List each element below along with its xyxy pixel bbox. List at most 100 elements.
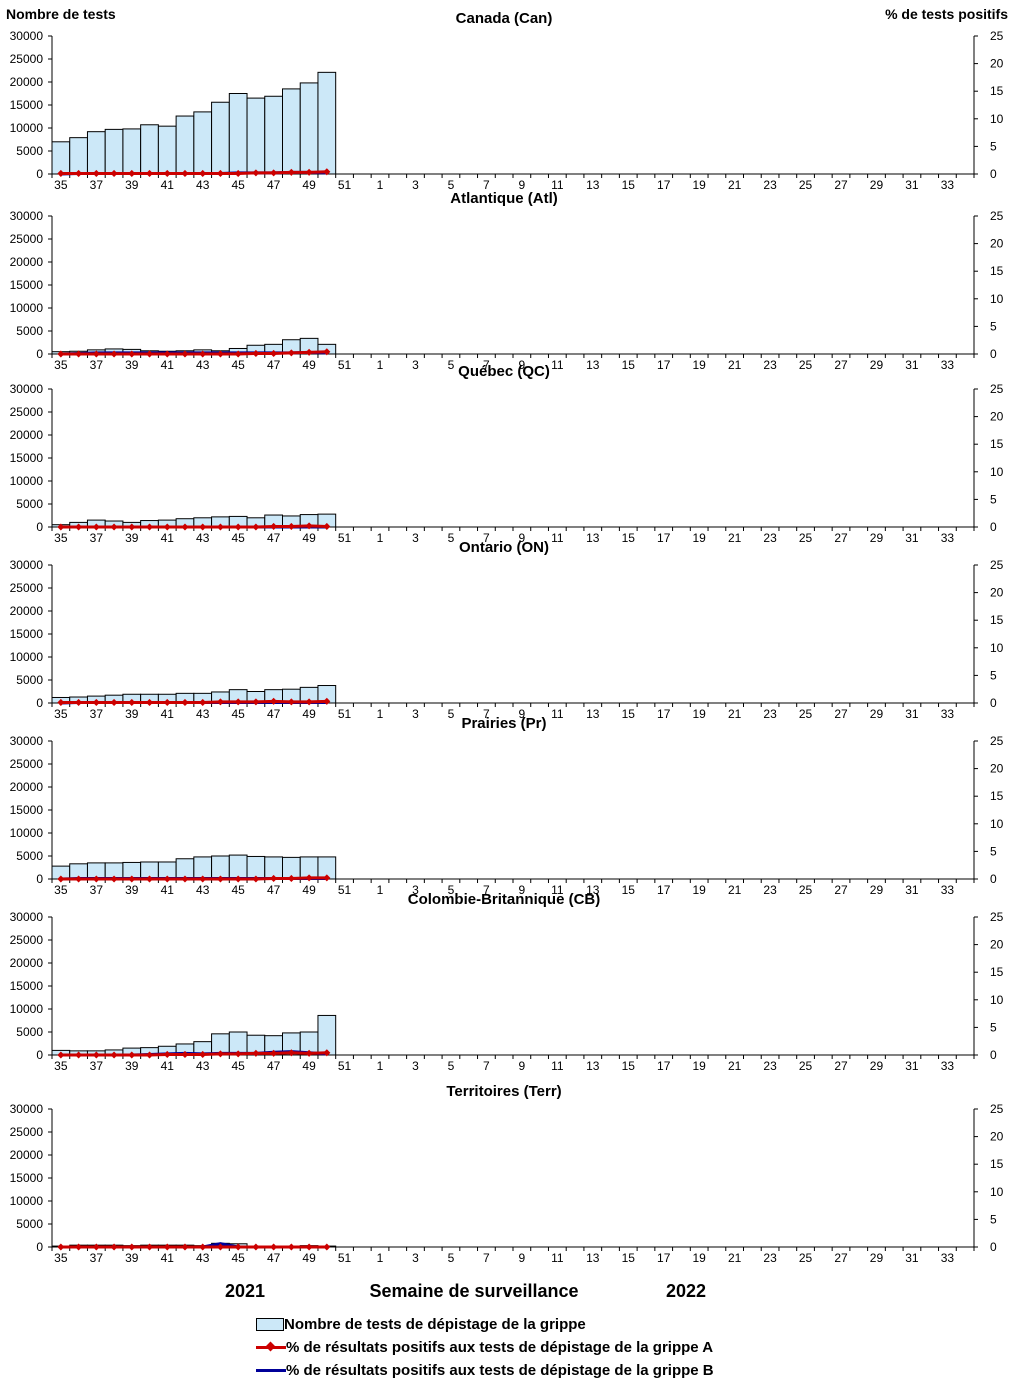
flu-a-point (270, 522, 278, 530)
legend-item-tests: Nombre de tests de dépistage de la gripp… (256, 1313, 714, 1336)
flu-a-point (323, 348, 331, 356)
right-tick-label: 5 (990, 492, 997, 506)
x-tick-label: 29 (870, 883, 884, 897)
x-tick-label: 5 (448, 1251, 455, 1265)
x-tick-label: 27 (834, 883, 848, 897)
bar-tests (104, 128, 124, 175)
x-tick-label: 43 (196, 358, 210, 372)
left-tick-label: 5000 (16, 673, 43, 687)
x-tick-label: 23 (763, 178, 777, 192)
x-tick-label: 45 (231, 1251, 245, 1265)
x-tick-label: 15 (622, 178, 636, 192)
flu-a-point (163, 523, 171, 531)
flu-a-point (323, 168, 331, 176)
flu-a-point (128, 523, 136, 531)
x-tick-label: 43 (196, 1251, 210, 1265)
x-tick-label: 39 (125, 531, 139, 545)
flu-a-point (270, 697, 278, 705)
x-tick-label: 13 (586, 707, 600, 721)
flu-a-point (145, 698, 154, 706)
x-tick-label: 19 (692, 707, 706, 721)
x-tick-label: 7 (483, 531, 490, 545)
bar-tests (175, 115, 195, 175)
flu-a-point (287, 168, 295, 176)
x-tick-label: 15 (622, 1251, 636, 1265)
x-tick-label: 49 (302, 707, 316, 721)
flu-a-point (145, 169, 154, 177)
flu-a-point (216, 523, 224, 531)
x-tick-label: 33 (941, 358, 955, 372)
x-tick-label: 23 (763, 358, 777, 372)
x-tick-label: 39 (125, 883, 139, 897)
right-tick-label: 0 (990, 1240, 997, 1254)
flu-a-point (270, 349, 278, 357)
flu-a-point (181, 1243, 189, 1251)
flu-a-point (199, 169, 207, 177)
x-tick-label: 25 (799, 358, 813, 372)
x-tick-label: 19 (692, 1059, 706, 1073)
right-tick-label: 15 (990, 437, 1004, 451)
x-axis-title: Semaine de surveillance (369, 1281, 578, 1301)
flu-a-point (110, 169, 118, 177)
x-tick-label: 29 (870, 1059, 884, 1073)
flu-a-point (199, 698, 207, 706)
right-tick-label: 25 (990, 29, 1004, 43)
x-tick-label: 47 (267, 1251, 281, 1265)
left-tick-label: 25000 (10, 581, 44, 595)
x-tick-label: 41 (161, 531, 175, 545)
x-tick-label: 9 (519, 707, 526, 721)
x-tick-label: 35 (54, 707, 68, 721)
legend-flu-b-swatch (256, 1364, 286, 1377)
flu-a-line (60, 350, 327, 356)
right-tick-label: 10 (990, 993, 1004, 1007)
left-tick-label: 5000 (16, 1217, 43, 1231)
right-tick-label: 20 (990, 57, 1004, 71)
flu-a-point (92, 523, 100, 531)
x-tick-label: 49 (302, 531, 316, 545)
x-tick-label: 47 (267, 1059, 281, 1073)
right-tick-label: 20 (990, 938, 1004, 952)
left-tick-label: 5000 (16, 497, 43, 511)
x-tick-label: 43 (196, 707, 210, 721)
x-tick-label: 45 (231, 531, 245, 545)
left-tick-label: 25000 (10, 757, 44, 771)
left-tick-label: 20000 (10, 428, 44, 442)
flu-a-point (92, 350, 100, 358)
flu-a-point (128, 350, 136, 358)
x-tick-label: 31 (905, 1059, 919, 1073)
left-tick-label: 15000 (10, 627, 44, 641)
panel-title: Atlantique (Atl) (450, 190, 557, 207)
x-tick-label: 39 (125, 358, 139, 372)
x-tick-label: 19 (692, 358, 706, 372)
x-tick-label: 29 (870, 531, 884, 545)
x-tick-label: 33 (941, 1059, 955, 1073)
left-tick-label: 0 (36, 1240, 43, 1254)
flu-a-point (323, 874, 331, 882)
x-tick-label: 25 (799, 178, 813, 192)
left-tick-label: 0 (36, 347, 43, 361)
flu-a-point (145, 523, 154, 531)
x-tick-label: 41 (161, 358, 175, 372)
x-tick-label: 47 (267, 531, 281, 545)
chart-legend: Nombre de tests de dépistage de la gripp… (256, 1313, 714, 1382)
left-tick-label: 30000 (10, 558, 44, 572)
x-tick-label: 51 (338, 707, 352, 721)
flu-a-point (92, 698, 100, 706)
panel-3: Québec (QC) 0 5000 10000 15000 20000 25000 3000… (10, 363, 1004, 545)
x-tick-label: 5 (448, 883, 455, 897)
right-tick-label: 15 (990, 613, 1004, 627)
bar-tests (193, 111, 213, 175)
x-tick-label: 17 (657, 358, 671, 372)
x-tick-label: 19 (692, 883, 706, 897)
x-tick-label: 15 (622, 358, 636, 372)
x-tick-label: 37 (90, 1059, 104, 1073)
legend-flu-a-swatch (256, 1341, 286, 1354)
x-tick-label: 45 (231, 358, 245, 372)
right-tick-label: 15 (990, 789, 1004, 803)
flu-a-point (199, 875, 207, 883)
x-tick-label: 21 (728, 707, 742, 721)
legend-item-flu-a: % de résultats positifs aux tests de dép… (256, 1336, 714, 1359)
x-tick-label: 21 (728, 358, 742, 372)
right-tick-label: 20 (990, 586, 1004, 600)
x-tick-label: 3 (412, 1059, 419, 1073)
